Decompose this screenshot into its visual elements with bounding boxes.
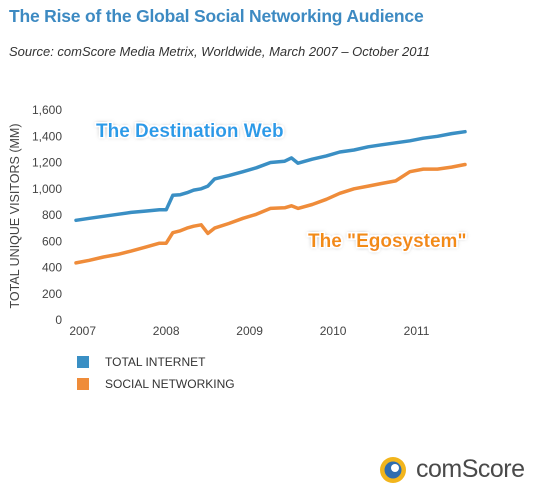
total-internet-line [74, 129, 467, 223]
chart-title: The Rise of the Global Social Networking… [9, 6, 424, 26]
y-tick-label: 600 [42, 234, 62, 248]
y-tick-label: 1,400 [32, 129, 62, 143]
y-axis-label: TOTAL UNIQUE VISITORS (MM) [8, 124, 22, 309]
x-tick-label: 2010 [320, 324, 347, 338]
y-tick-label: 1,200 [32, 156, 62, 170]
x-tick-label: 2008 [153, 324, 180, 338]
annotation-destination-web: The Destination Web [96, 121, 284, 142]
y-tick-label: 1,600 [32, 103, 62, 117]
x-tick-label: 2011 [404, 324, 430, 338]
legend-swatch-social-networking [77, 378, 89, 390]
annotation-egosystem: The "Egosystem" [308, 231, 466, 252]
y-tick-label: 400 [42, 261, 62, 275]
y-tick-label: 800 [42, 208, 62, 222]
y-tick-label: 0 [55, 313, 62, 327]
x-tick-label: 2007 [69, 324, 96, 338]
comscore-logo: comScore [378, 455, 548, 485]
chart-subtitle: Source: comScore Media Metrix, Worldwide… [9, 44, 430, 59]
legend-swatch-total-internet [77, 356, 89, 368]
social-networking-line [74, 162, 467, 265]
x-tick-label: 2009 [236, 324, 263, 338]
line-chart: TOTAL UNIQUE VISITORS (MM) 0 200 400 600 800… [8, 103, 467, 338]
legend-label-social-networking: SOCIAL NETWORKING [105, 377, 235, 391]
y-tick-label: 1,000 [32, 182, 62, 196]
comscore-logo-text: comScore [416, 455, 525, 483]
comscore-logo-icon [380, 457, 406, 483]
y-tick-label: 200 [42, 287, 62, 301]
legend-label-total-internet: TOTAL INTERNET [105, 355, 206, 369]
